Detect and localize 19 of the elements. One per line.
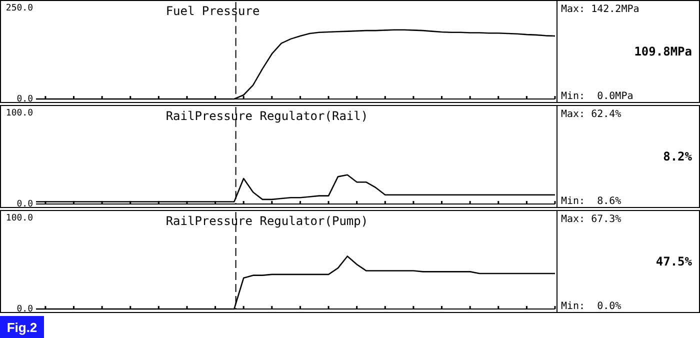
text: Min: 0.0% <box>561 301 622 312</box>
text: 47.5% <box>656 254 693 268</box>
y-tick-label: 0.0 <box>16 304 33 314</box>
text: Min: 0.0MPa <box>561 91 634 102</box>
text: 109.8MPa <box>634 44 692 58</box>
y-tick-label: 100.0 <box>6 108 33 118</box>
chart-title: RailPressure Regulator(Pump) <box>166 214 368 228</box>
y-tick-label: 0.0 <box>16 199 33 210</box>
y-tick-label: 0.0 <box>16 94 33 104</box>
text: Max: 67.3% <box>561 214 622 225</box>
y-tick-label: 100.0 <box>6 213 33 224</box>
chart-title: Fuel Pressure <box>166 4 260 18</box>
y-tick-label: 250.0 <box>6 3 33 14</box>
caption: Fig.2 <box>6 320 38 335</box>
chart-title: RailPressure Regulator(Rail) <box>166 109 368 123</box>
text: Min: 8.6% <box>561 196 622 207</box>
text: 8.2% <box>663 150 693 164</box>
text: Max: 142.2MPa <box>561 4 640 15</box>
text: Max: 62.4% <box>561 109 622 120</box>
